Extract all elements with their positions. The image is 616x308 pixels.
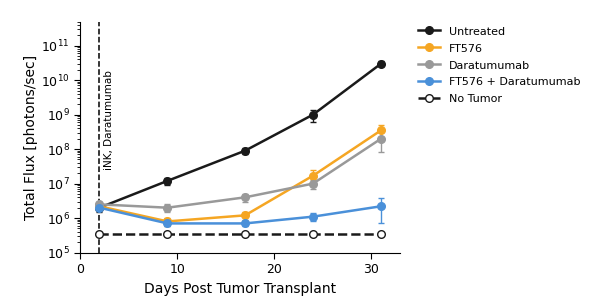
No Tumor — [96, 232, 103, 236]
Line: No Tumor: No Tumor — [95, 230, 385, 237]
No Tumor — [164, 232, 171, 236]
Y-axis label: Total Flux [photons/sec]: Total Flux [photons/sec] — [24, 55, 38, 220]
No Tumor — [241, 232, 249, 236]
Text: iNK, Daratumumab: iNK, Daratumumab — [104, 70, 115, 170]
Legend: Untreated, FT576, Daratumumab, FT576 + Daratumumab, No Tumor: Untreated, FT576, Daratumumab, FT576 + D… — [413, 22, 585, 109]
No Tumor — [377, 232, 384, 236]
No Tumor — [309, 232, 317, 236]
X-axis label: Days Post Tumor Transplant: Days Post Tumor Transplant — [144, 282, 336, 296]
